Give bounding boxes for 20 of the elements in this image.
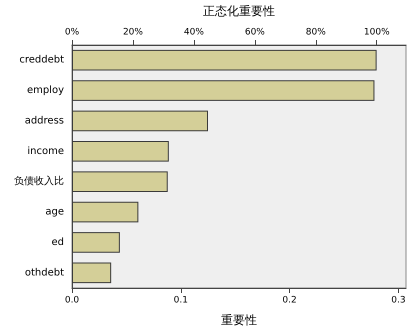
x2-tick-label: 0%: [64, 28, 80, 38]
y-tick-label: address: [24, 115, 64, 126]
x-tick-label: 0.2: [282, 296, 297, 306]
y-tick-label: employ: [26, 85, 64, 96]
y-tick-label: income: [27, 146, 64, 157]
y-tick-label: ed: [52, 236, 64, 248]
x-tick-label: 0.3: [391, 296, 406, 306]
x2-tick-label: 100%: [364, 28, 390, 38]
x-tick-label: 0.0: [64, 296, 80, 306]
x2-tick-label: 20%: [122, 28, 144, 38]
y-tick-label: 负债收入比: [14, 175, 64, 188]
x2-tick-label: 60%: [244, 28, 266, 38]
x2-tick-label: 40%: [184, 28, 204, 38]
x-axis-title: 重要性: [221, 313, 257, 327]
y-tick-label: age: [45, 206, 64, 218]
x2-tick-label: 80%: [306, 28, 326, 38]
y-tick-label: creddebt: [19, 54, 64, 66]
x-tick-label: 0.1: [174, 296, 188, 306]
y-tick-label: othdebt: [24, 267, 64, 278]
x2-axis-title: 正态化重要性: [203, 4, 275, 18]
